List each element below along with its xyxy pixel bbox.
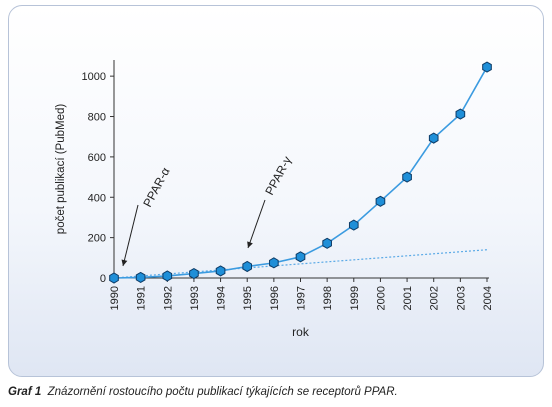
data-point xyxy=(482,61,492,73)
x-tick-label: 1990 xyxy=(109,286,121,310)
chart-panel xyxy=(8,5,544,377)
caption-text: Znázornění rostoucího počtu publikací tý… xyxy=(47,386,398,398)
x-tick-label: 2002 xyxy=(429,286,441,310)
y-tick-label: 0 xyxy=(100,273,106,285)
data-point xyxy=(322,237,332,249)
data-point xyxy=(135,271,146,283)
data-point xyxy=(109,272,119,284)
y-tick-label: 400 xyxy=(88,192,106,204)
y-tick-label: 600 xyxy=(88,152,106,164)
annotation-ppar-alpha: PPAR-α xyxy=(140,165,172,209)
chart-series xyxy=(109,61,492,284)
figure-caption: Graf 1 Znázornění rostoucího počtu publi… xyxy=(8,386,398,398)
y-tick-label: 200 xyxy=(88,233,106,245)
x-tick-label: 1996 xyxy=(269,286,281,310)
data-point xyxy=(269,257,279,269)
y-tick-label: 800 xyxy=(88,112,106,124)
x-tick-label: 2003 xyxy=(455,286,467,310)
annotation-arrow-alpha xyxy=(122,204,139,267)
annotation-ppar-gamma: PPAR-γ xyxy=(262,154,294,197)
y-tick-label: 1000 xyxy=(82,71,106,83)
x-tick-label: 2004 xyxy=(482,286,494,310)
data-point xyxy=(162,270,173,282)
x-axis-label: rok xyxy=(292,325,310,339)
x-tick-label: 1991 xyxy=(136,286,148,310)
annotation-arrow-alpha-head xyxy=(121,259,128,266)
annotation-arrow-gamma-head xyxy=(247,241,253,248)
data-point xyxy=(295,251,306,263)
data-point xyxy=(348,219,359,231)
x-tick-label: 1992 xyxy=(162,286,174,310)
x-tick-label: 1998 xyxy=(322,286,334,310)
x-tick-label: 1995 xyxy=(242,286,254,310)
x-tick-label: 1997 xyxy=(296,286,308,310)
x-tick-label: 1994 xyxy=(216,286,228,310)
data-point xyxy=(215,265,226,277)
y-axis-label: počet publikací (PubMed) xyxy=(55,104,67,235)
data-point xyxy=(455,108,466,120)
chart-annotations: PPAR-α PPAR-γ xyxy=(121,154,294,267)
caption-label: Graf 1 xyxy=(8,386,42,398)
x-tick-label: 1993 xyxy=(189,286,201,310)
data-point xyxy=(375,195,386,207)
x-tick-label: 2001 xyxy=(402,286,414,310)
data-point xyxy=(189,267,199,280)
data-point xyxy=(402,171,412,183)
chart-axes: 0 200 400 600 800 1000 1990 1991 1992 1993 1994 199… xyxy=(55,60,494,339)
data-point xyxy=(242,260,253,273)
x-tick-label: 2000 xyxy=(375,286,387,310)
x-tick-label: 1999 xyxy=(349,286,361,310)
line-chart: 0 200 400 600 800 1000 1990 1991 1992 1993 1994 199… xyxy=(55,60,494,339)
annotation-arrow-gamma xyxy=(247,199,266,249)
data-point xyxy=(428,132,439,144)
